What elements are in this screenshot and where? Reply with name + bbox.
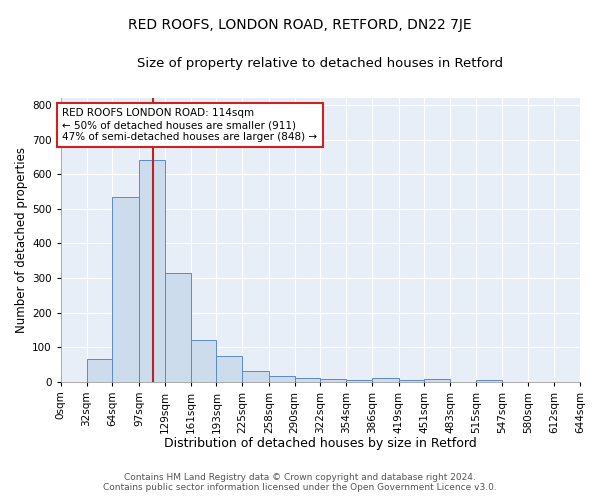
X-axis label: Distribution of detached houses by size in Retford: Distribution of detached houses by size …: [164, 437, 477, 450]
Bar: [191, 340, 217, 382]
Bar: [424, 380, 450, 382]
Bar: [86, 359, 112, 382]
Bar: [217, 356, 242, 382]
Text: Contains HM Land Registry data © Crown copyright and database right 2024.
Contai: Contains HM Land Registry data © Crown c…: [103, 473, 497, 492]
Bar: [242, 372, 269, 382]
Title: Size of property relative to detached houses in Retford: Size of property relative to detached ho…: [137, 58, 503, 70]
Bar: [476, 380, 502, 382]
Bar: [112, 196, 139, 382]
Text: RED ROOFS LONDON ROAD: 114sqm
← 50% of detached houses are smaller (911)
47% of : RED ROOFS LONDON ROAD: 114sqm ← 50% of d…: [62, 108, 317, 142]
Bar: [295, 378, 320, 382]
Bar: [269, 376, 295, 382]
Bar: [320, 379, 346, 382]
Text: RED ROOFS, LONDON ROAD, RETFORD, DN22 7JE: RED ROOFS, LONDON ROAD, RETFORD, DN22 7J…: [128, 18, 472, 32]
Bar: [165, 272, 191, 382]
Y-axis label: Number of detached properties: Number of detached properties: [15, 147, 28, 333]
Bar: [139, 160, 165, 382]
Bar: [372, 378, 398, 382]
Bar: [346, 380, 372, 382]
Bar: [398, 380, 424, 382]
